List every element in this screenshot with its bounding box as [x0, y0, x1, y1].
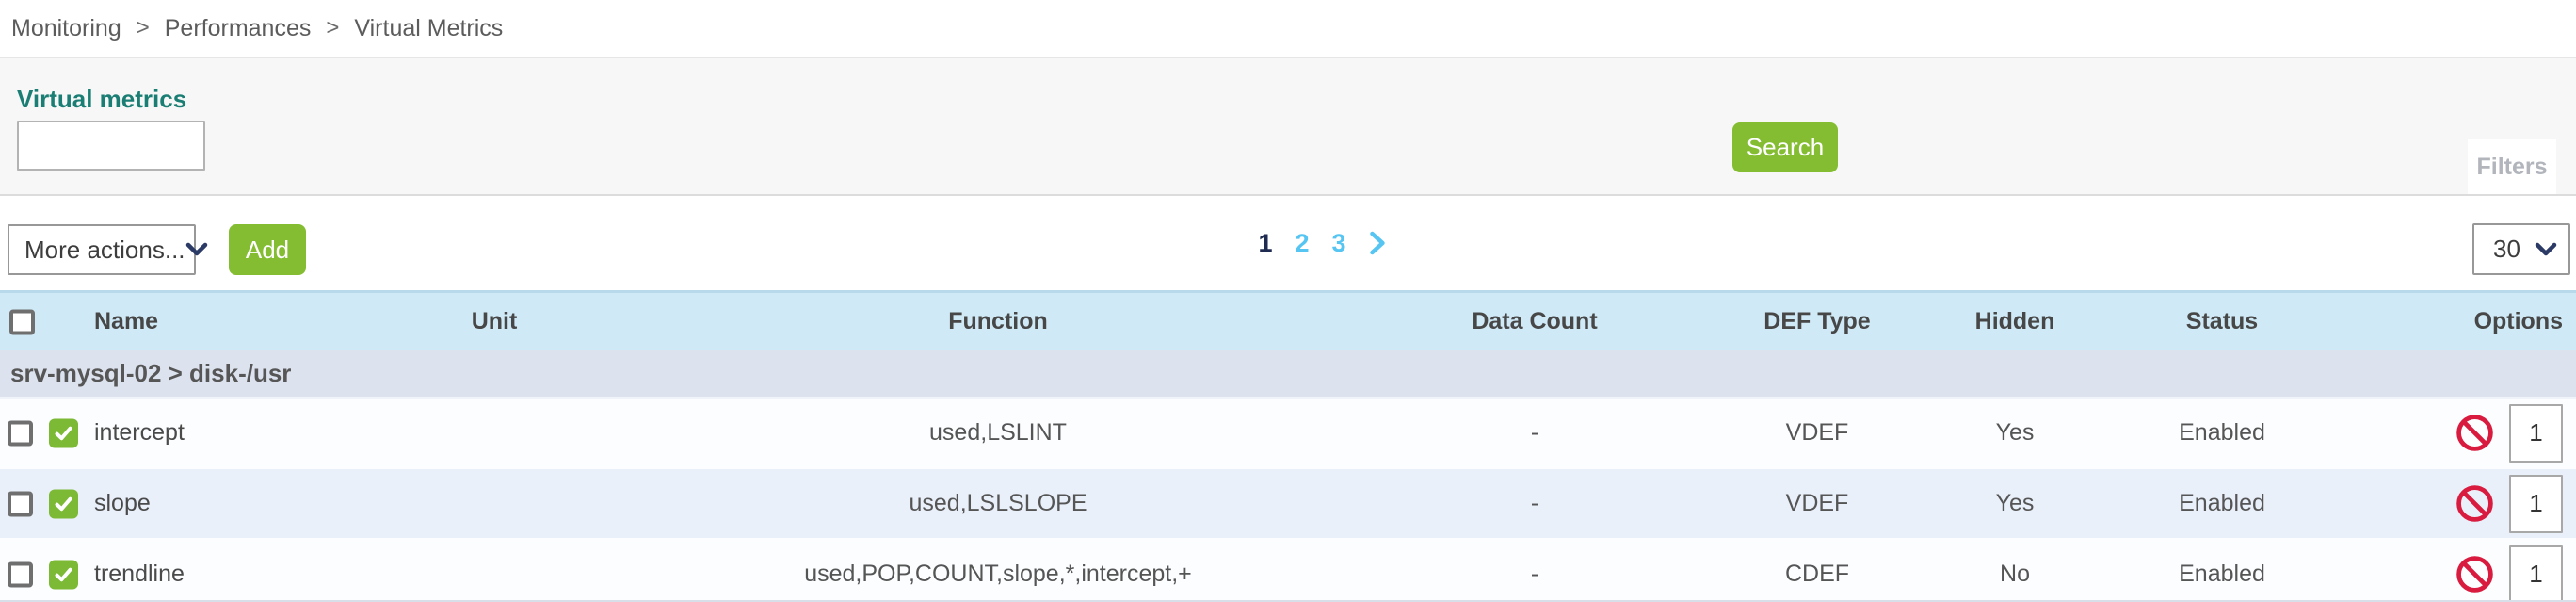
breadcrumb: Monitoring > Performances > Virtual Metr… [11, 15, 503, 42]
cell-status: Enabled [2179, 490, 2265, 516]
order-input[interactable] [2509, 545, 2563, 602]
cell-name[interactable]: slope [94, 490, 151, 516]
cell-hidden: No [2000, 561, 2030, 587]
breadcrumb-item-performances[interactable]: Performances [164, 14, 312, 41]
cell-function: used,LSLINT [929, 419, 1067, 446]
cell-hidden: Yes [1995, 419, 2035, 446]
order-input[interactable] [2509, 403, 2563, 463]
page-size-value: 30 [2493, 235, 2520, 263]
page-size-select[interactable]: 30 [2472, 223, 2570, 275]
cell-options [2326, 545, 2576, 602]
row-checkbox[interactable] [8, 561, 33, 587]
more-actions-label: More actions... [24, 235, 185, 264]
search-button[interactable]: Search [1732, 122, 1838, 172]
page-number-1[interactable]: 1 [1258, 228, 1273, 257]
table-row-slope: slope used,LSLSLOPE - VDEF Yes Enabled [0, 469, 2576, 540]
table-row-intercept: intercept used,LSLINT - VDEF Yes Enabled [0, 399, 2576, 469]
header-options: Options [2473, 308, 2563, 334]
table-header-row: Name Unit Function Data Count DEF Type H… [0, 290, 2576, 350]
cell-def-type: VDEF [1785, 419, 1849, 446]
cell-function: used,POP,COUNT,slope,*,intercept,+ [804, 561, 1192, 587]
select-all-checkbox[interactable] [9, 309, 35, 334]
table-bottom-border [0, 600, 2576, 602]
cell-hidden: Yes [1995, 490, 2035, 516]
header-function[interactable]: Function [948, 308, 1048, 334]
table-row-trendline: trendline used,POP,COUNT,slope,*,interce… [0, 540, 2576, 602]
cell-options [2326, 474, 2576, 533]
more-actions-select[interactable]: More actions... [8, 224, 207, 275]
header-unit[interactable]: Unit [471, 308, 518, 334]
cell-options [2326, 403, 2576, 463]
row-checkbox-cell [0, 469, 85, 538]
prohibited-icon[interactable] [2455, 555, 2494, 594]
cell-function: used,LSLSLOPE [909, 490, 1087, 516]
chevron-down-icon [185, 242, 208, 257]
cell-def-type: CDEF [1784, 561, 1850, 587]
row-checkbox-cell [0, 540, 85, 602]
enabled-check-icon [49, 418, 78, 447]
group-label: srv-mysql-02 > disk-/usr [10, 359, 292, 387]
next-page-icon[interactable] [1369, 230, 1388, 256]
pagination: 1 2 3 [1258, 196, 1387, 290]
page-number-3[interactable]: 3 [1331, 228, 1346, 257]
row-checkbox[interactable] [8, 491, 33, 516]
group-row: srv-mysql-02 > disk-/usr [0, 350, 2576, 399]
add-button[interactable]: Add [229, 224, 306, 275]
breadcrumb-item-virtual-metrics[interactable]: Virtual Metrics [354, 14, 504, 41]
header-checkbox-cell [0, 293, 85, 350]
cell-data-count: - [1530, 561, 1539, 587]
cell-name[interactable]: trendline [94, 561, 185, 587]
chevron-down-icon [2535, 242, 2557, 257]
cell-name[interactable]: intercept [94, 419, 185, 446]
cell-data-count: - [1530, 419, 1539, 446]
search-input[interactable] [17, 121, 205, 171]
row-checkbox-cell [0, 399, 85, 467]
page-number-2[interactable]: 2 [1295, 228, 1310, 257]
prohibited-icon[interactable] [2455, 484, 2494, 523]
order-input[interactable] [2509, 474, 2563, 533]
row-checkbox[interactable] [8, 420, 33, 446]
breadcrumb-separator: > [136, 15, 150, 41]
cell-status: Enabled [2179, 419, 2265, 446]
header-def-type[interactable]: DEF Type [1763, 308, 1871, 334]
filter-panel: Virtual metrics Search Filters [0, 58, 2576, 196]
breadcrumb-separator: > [326, 15, 340, 41]
breadcrumb-bar: Monitoring > Performances > Virtual Metr… [0, 0, 2576, 58]
cell-def-type: VDEF [1785, 490, 1849, 516]
enabled-check-icon [49, 560, 78, 589]
prohibited-icon[interactable] [2455, 414, 2494, 452]
header-hidden[interactable]: Hidden [1974, 308, 2055, 334]
filters-label[interactable]: Filters [2468, 139, 2556, 194]
panel-title: Virtual metrics [17, 85, 187, 113]
virtual-metrics-table: Name Unit Function Data Count DEF Type H… [0, 290, 2576, 602]
toolbar: More actions... Add 1 2 3 30 [0, 196, 2576, 290]
enabled-check-icon [49, 489, 78, 518]
header-data-count[interactable]: Data Count [1472, 308, 1598, 334]
header-status[interactable]: Status [2185, 308, 2259, 334]
header-name[interactable]: Name [94, 308, 159, 334]
cell-data-count: - [1530, 490, 1539, 516]
cell-status: Enabled [2179, 561, 2265, 587]
breadcrumb-item-monitoring[interactable]: Monitoring [11, 14, 121, 41]
